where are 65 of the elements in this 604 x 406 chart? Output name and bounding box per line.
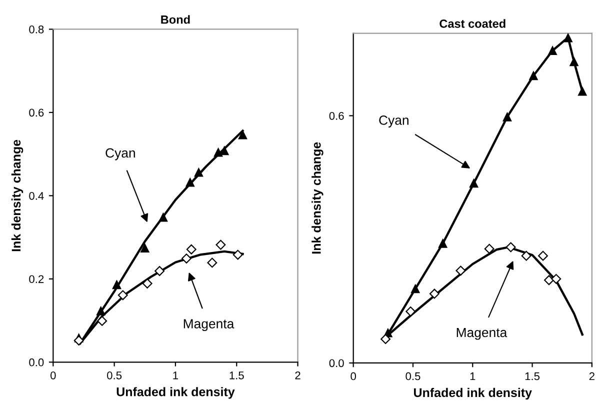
annotation: Cyan [106, 148, 135, 160]
point [578, 87, 587, 96]
point [97, 316, 108, 326]
point [96, 306, 106, 316]
point [140, 244, 150, 252]
x-axis-title: Unfaded ink density [116, 387, 235, 399]
point [238, 130, 248, 140]
point [158, 212, 168, 222]
point [406, 306, 416, 316]
point [529, 71, 538, 80]
point [548, 46, 557, 55]
y-tick-label: 0.8 [29, 26, 44, 34]
point [194, 168, 204, 177]
x-tick-label: 0 [50, 371, 56, 380]
point [220, 146, 229, 156]
y-axis-title: Ink density change [312, 142, 324, 254]
point [142, 278, 152, 288]
x-tick-label: 0.5 [406, 372, 420, 380]
annotation: Magenta [184, 319, 234, 332]
x-tick-label: 1.5 [525, 372, 540, 380]
point [521, 250, 532, 261]
point [506, 242, 516, 252]
point [181, 254, 192, 264]
y-tick-label: 0.0 [29, 358, 44, 366]
x-tick-label: 1 [173, 372, 178, 380]
point [438, 239, 448, 248]
x-tick-label: 0 [350, 372, 356, 380]
y-tick-label: 0.4 [29, 192, 44, 200]
point [186, 244, 196, 254]
x-axis-title: Unfaded ink density [414, 388, 532, 400]
point [207, 258, 218, 268]
x-tick-label: 1.5 [230, 372, 244, 380]
point [570, 57, 578, 66]
x-tick-label: 0.5 [107, 371, 122, 380]
y-tick-label: 0.0 [329, 359, 344, 368]
point [410, 284, 420, 294]
x-tick-label: 1 [470, 372, 476, 380]
point [216, 240, 226, 250]
chart-title: Cast coated [440, 19, 506, 28]
point [74, 336, 84, 346]
point [502, 112, 512, 122]
point [186, 178, 195, 187]
y-tick-label: 0.6 [329, 112, 344, 120]
point [112, 280, 122, 290]
point [118, 290, 128, 300]
point [469, 178, 478, 188]
chart-title: Bond [161, 15, 190, 24]
point [564, 33, 572, 42]
y-axis-title: Ink density change [11, 140, 24, 252]
point [429, 288, 440, 299]
point [544, 275, 554, 286]
point [551, 274, 562, 284]
y-tick-label: 0.2 [29, 275, 44, 284]
point [538, 250, 548, 261]
annotation: Magenta [456, 328, 508, 340]
x-tick-label: 2 [295, 371, 300, 380]
y-tick-label: 0.6 [29, 108, 44, 117]
point [484, 244, 494, 254]
point [456, 266, 466, 276]
point [380, 334, 391, 344]
point [154, 266, 165, 276]
annotation: Cyan [379, 116, 408, 128]
x-tick-label: 2 [589, 372, 594, 380]
point [232, 250, 243, 260]
point [214, 148, 223, 157]
